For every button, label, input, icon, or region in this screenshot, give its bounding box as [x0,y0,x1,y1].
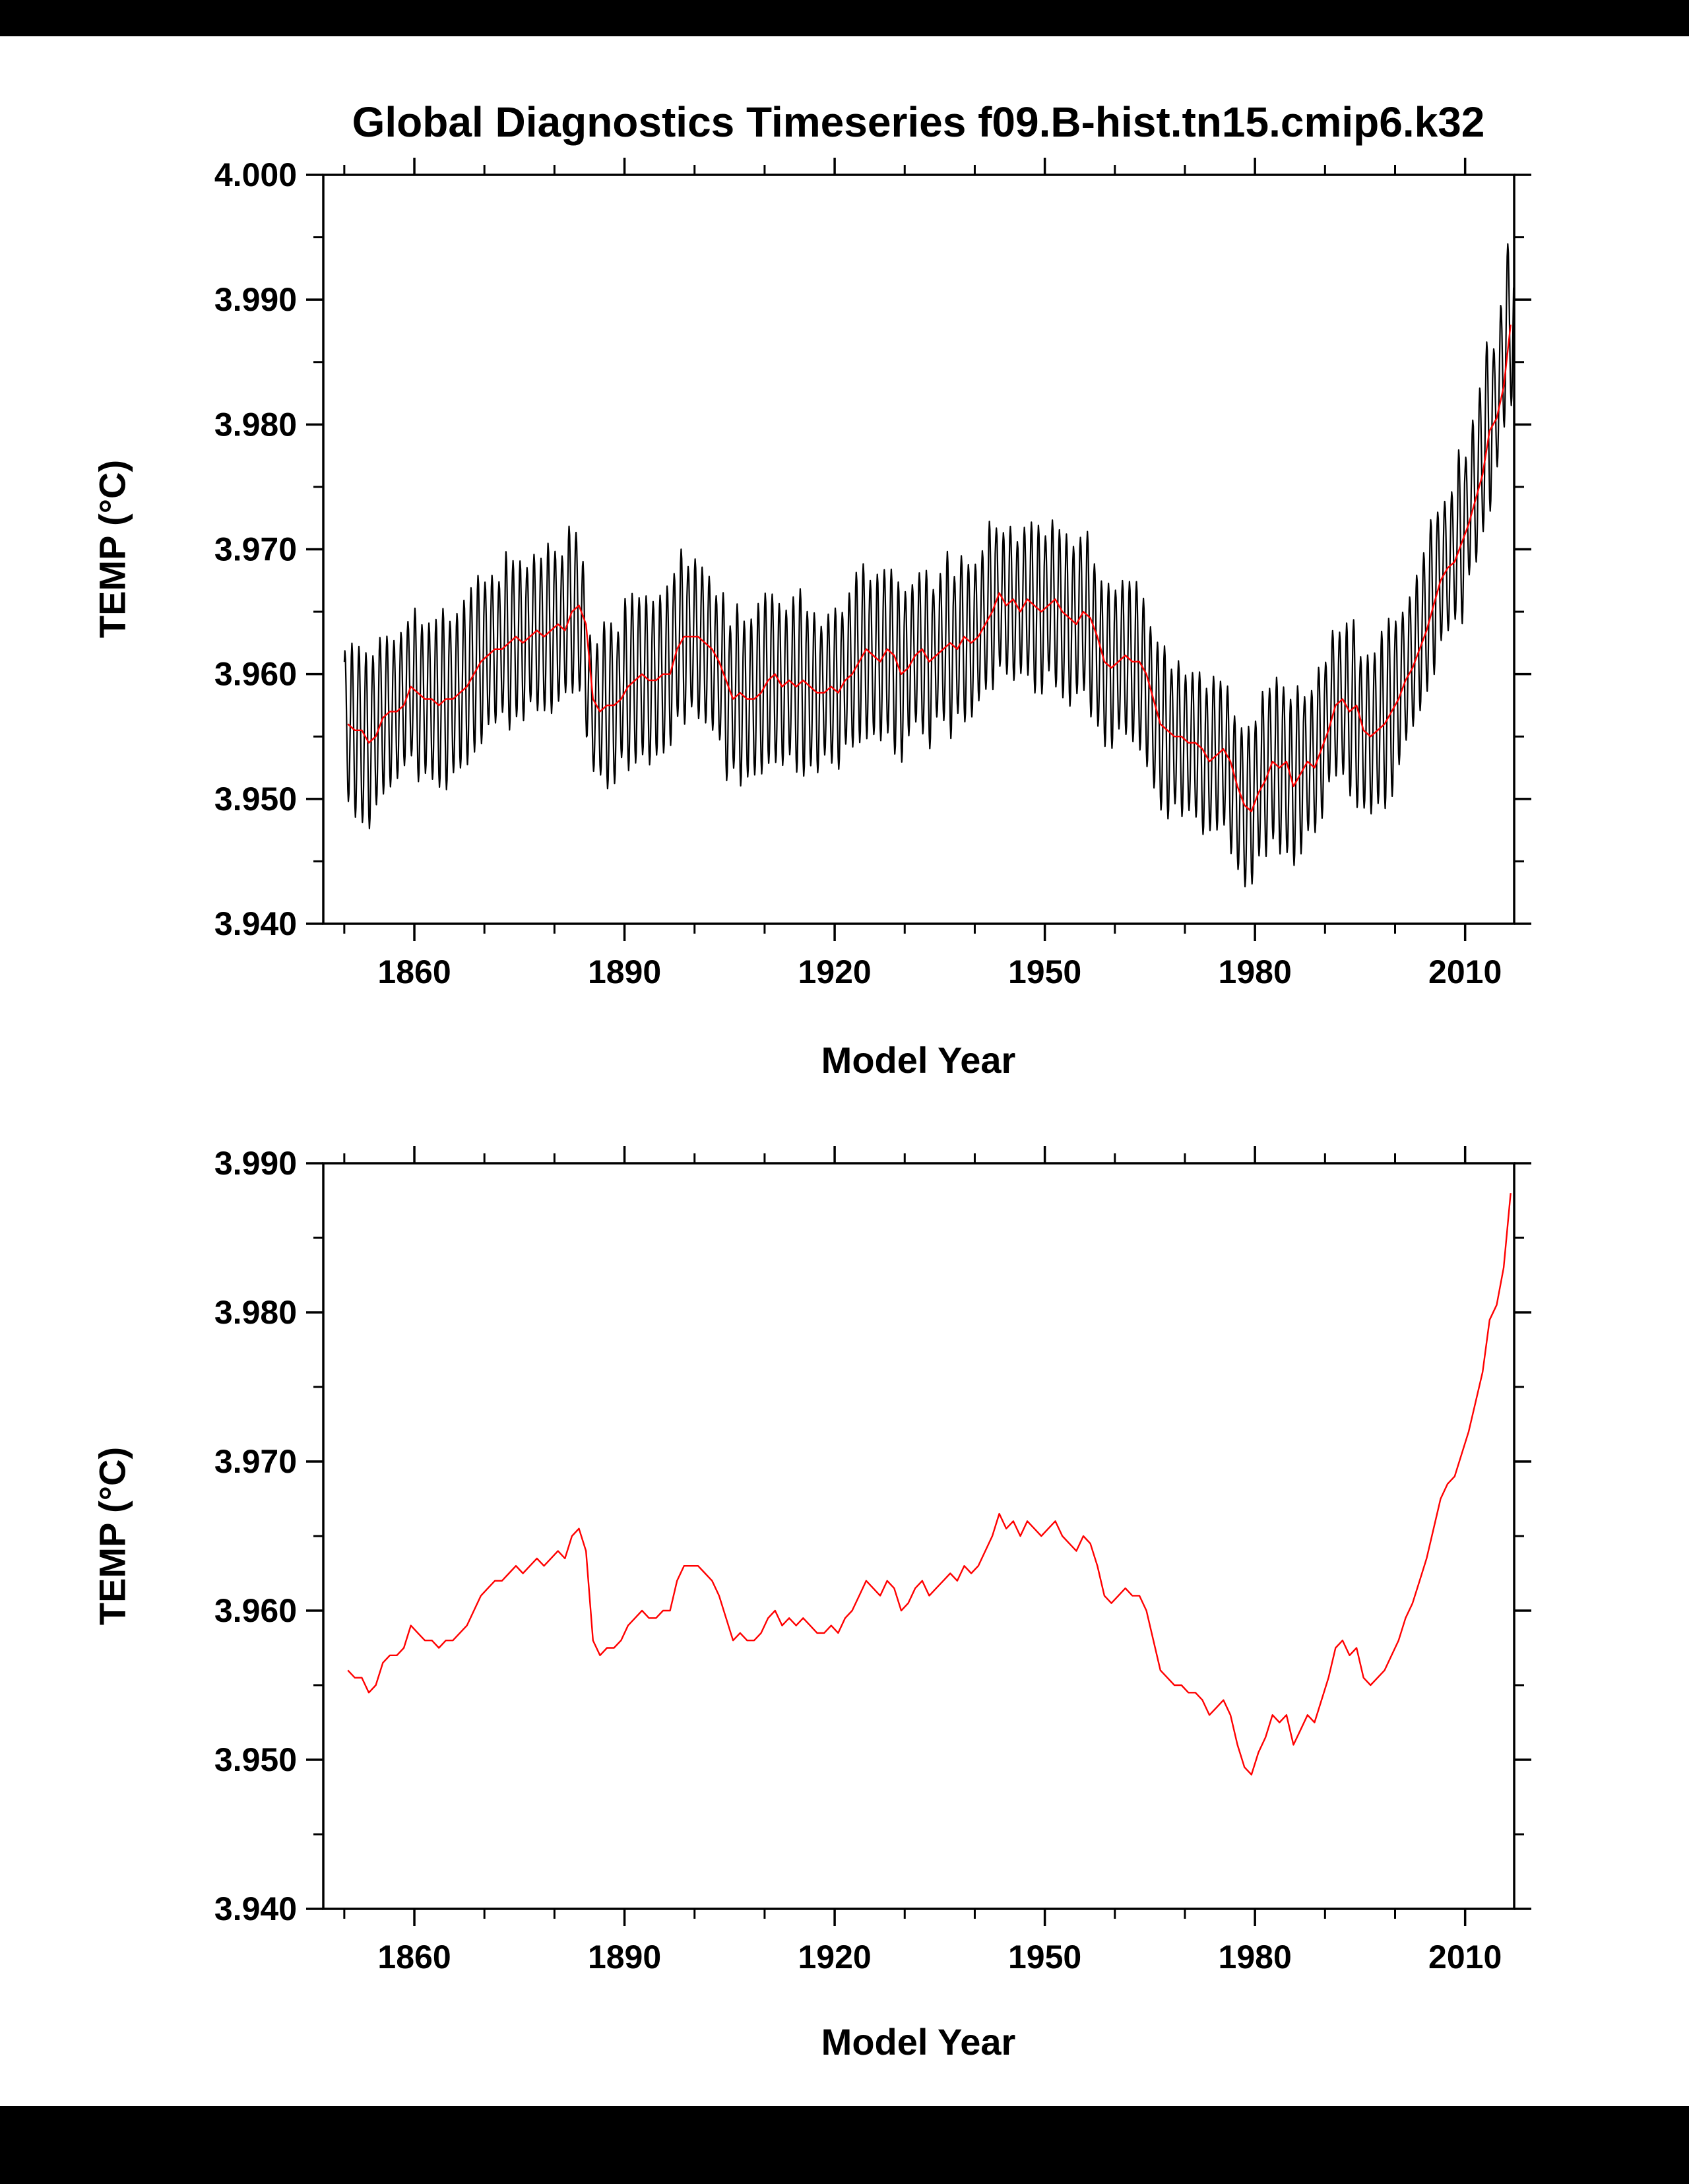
y-tick-label: 3.990 [214,281,297,318]
paper-background [0,36,1689,2106]
y-tick-label: 3.980 [214,1294,297,1331]
y-tick-label: 3.940 [214,1890,297,1927]
y-tick-label: 3.960 [214,656,297,693]
x-axis-title-top-chart: Model Year [821,1039,1016,1081]
y-tick-label: 3.940 [214,905,297,942]
series-annual-mean-temp [347,1193,1512,1776]
series-annual-mean-temp [347,324,1512,813]
x-tick-label: 1920 [798,953,871,990]
x-tick-label: 1890 [588,1939,661,1975]
x-tick-label: 1920 [798,1939,871,1975]
y-tick-label: 3.950 [214,781,297,818]
y-tick-label: 3.970 [214,531,297,568]
y-tick-label: 3.950 [214,1741,297,1778]
chart-title: Global Diagnostics Timeseries f09.B-hist… [352,98,1485,146]
x-tick-label: 1890 [588,953,661,990]
x-tick-label: 1980 [1219,1939,1292,1975]
x-axis-title-bottom-chart: Model Year [821,2021,1016,2063]
y-tick-label: 3.980 [214,406,297,443]
x-tick-label: 1860 [377,1939,451,1975]
y-tick-label: 3.960 [214,1592,297,1629]
x-tick-label: 1860 [377,953,451,990]
y-tick-label: 3.970 [214,1443,297,1480]
y-tick-label: 3.990 [214,1145,297,1182]
x-tick-label: 2010 [1428,1939,1502,1975]
x-tick-label: 2010 [1428,953,1502,990]
chart-top: 1860 1890 1920 1950 1980 2010 3.940 3.950 3.960 3… [214,156,1531,990]
plot-frame [322,174,1515,925]
x-tick-label: 1950 [1008,953,1081,990]
x-tick-label: 1950 [1008,1939,1081,1975]
series-monthly-temp [343,243,1515,887]
y-tick-label: 4.000 [214,156,297,193]
chart-bottom: 1860 1890 1920 1950 1980 2010 3.940 3.950 3.960 3… [214,1145,1531,1975]
x-tick-label: 1980 [1219,953,1292,990]
plot-frame [322,1162,1515,1910]
